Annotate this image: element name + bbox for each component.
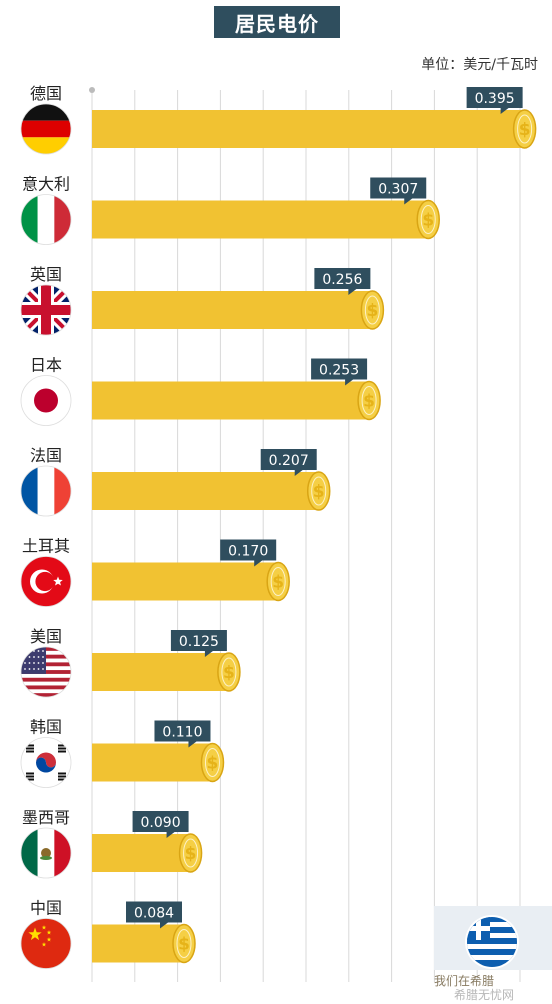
svg-text:$: $ [366,301,378,321]
country-label: 日本 [30,356,62,375]
bar [92,562,279,601]
value-label-box [132,811,189,832]
mexico-flag [21,828,71,878]
italy-flag [21,194,71,245]
value-label: 0.125 [179,634,219,650]
value-label: 0.170 [228,544,268,560]
country-label: 墨西哥 [22,808,70,827]
value-label: 0.395 [475,91,515,107]
svg-text:$: $ [272,573,284,593]
value-label-pointer [204,651,213,657]
svg-text:$: $ [178,935,190,955]
country-label: 韩国 [30,718,62,737]
bar [92,743,213,782]
value-label-box [170,630,227,651]
japan-flag [21,375,71,426]
bar-row: 美国 $0.125 [20,627,241,698]
bar-row: 土耳其 $0.170 [20,537,290,607]
watermark-text: 我们在希腊 [434,974,495,988]
value-label-box [126,901,182,923]
grid [89,87,521,982]
value-label-box [260,449,317,470]
value-label-pointer [294,470,303,476]
coin-icon: $ [512,109,537,149]
bar-row: 德国 $0.395 [20,84,537,155]
value-label-pointer [345,379,354,386]
bar [92,381,370,420]
value-label-pointer [166,832,175,838]
coin-icon: $ [200,742,225,783]
coin-icon: $ [416,199,440,240]
germany-flag [21,104,71,154]
bar [92,110,525,148]
usa-flag [21,647,71,697]
country-label: 德国 [30,84,62,103]
country-label: 法国 [30,446,62,465]
country-label: 中国 [30,899,62,918]
greece-flag-icon [434,906,552,970]
svg-text:$: $ [519,120,531,140]
axis-origin-dot [89,87,95,93]
coin-icon: $ [172,923,196,964]
country-label: 英国 [30,265,62,284]
value-label-pointer [254,560,263,567]
country-label: 美国 [30,627,62,646]
france-flag [21,466,71,516]
value-label-pointer [160,922,168,929]
bar [92,834,191,872]
coin-icon: $ [178,833,203,873]
value-label: 0.253 [319,363,359,379]
watermark-site: 希腊无忧网 [454,988,515,1002]
bar-row: 法国 $0.207 [20,446,331,517]
value-label: 0.256 [322,272,362,288]
svg-text:$: $ [422,211,434,231]
bar-row: 中国 $0.084 [20,899,196,969]
value-label: 0.207 [269,453,309,469]
value-label-box [466,87,523,108]
bar-row: 韩国 $0.110 [20,718,225,788]
value-label: 0.090 [141,815,181,831]
value-label-box [314,268,371,289]
bar [92,653,229,691]
bar-row: 墨西哥 $0.090 [20,808,203,879]
bar [92,924,184,963]
bar-row: 日本 $0.253 [20,356,381,426]
value-label-pointer [188,741,197,748]
bar [92,472,319,510]
value-label-pointer [348,289,357,295]
bar [92,291,373,329]
bar-row: 意大利 $0.307 [20,175,440,245]
coin-icon: $ [266,561,290,602]
korea-flag [21,737,71,788]
country-label: 意大利 [22,175,70,194]
value-label: 0.307 [378,182,418,198]
value-label: 0.110 [162,725,202,741]
value-label-box [311,358,368,380]
coin-icon: $ [306,471,331,511]
value-label-box [220,539,277,561]
value-label-pointer [404,198,413,205]
uk-flag [21,285,71,335]
value-label-box [154,720,211,742]
svg-text:$: $ [363,392,375,412]
unit-label: 单位：美元/千瓦时 [421,57,538,73]
value-label-pointer [500,108,509,114]
china-flag [21,918,71,969]
svg-text:$: $ [207,754,219,774]
svg-text:$: $ [313,482,325,502]
coin-icon: $ [360,290,385,330]
turkey-flag [21,556,71,607]
watermark: 我们在希腊 希腊无忧网 [430,906,552,1002]
value-label: 0.084 [134,906,174,922]
coin-icon: $ [217,652,241,692]
value-label-box [370,177,427,199]
chart-title: 居民电价 [214,6,340,38]
bar-row: 英国 $0.256 [20,265,385,336]
svg-text:$: $ [223,663,235,683]
coin-icon: $ [357,380,381,421]
svg-text:$: $ [185,844,197,864]
country-label: 土耳其 [22,537,70,556]
bar [92,200,429,239]
